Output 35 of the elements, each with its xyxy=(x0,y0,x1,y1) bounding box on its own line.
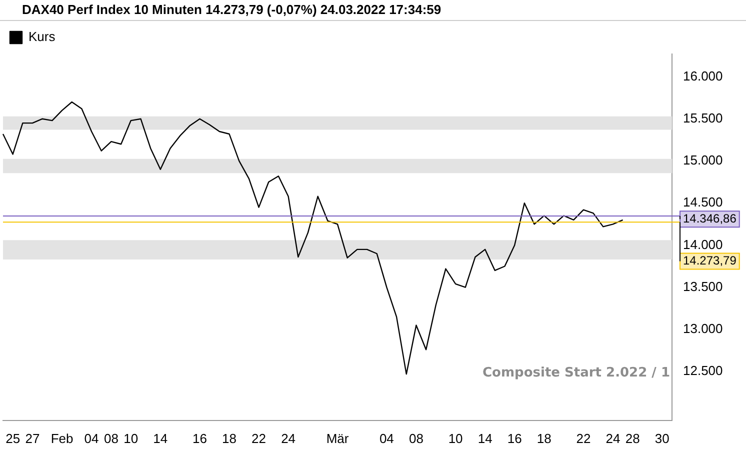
x-tick-label: 14 xyxy=(478,430,492,446)
x-tick-label: 14 xyxy=(153,430,168,446)
y-tick-label: 12.500 xyxy=(683,363,723,378)
x-tick-label: 04 xyxy=(379,430,394,446)
x-tick-label: 22 xyxy=(576,430,591,446)
y-tick-label: 13.000 xyxy=(683,321,723,336)
y-tick-label: 15.500 xyxy=(683,110,723,126)
annotation: Composite Start 2.022 / 1 xyxy=(482,365,670,380)
x-tick-label: 28 xyxy=(625,430,640,446)
x-tick-label: 22 xyxy=(252,430,266,446)
x-tick-label: 24 xyxy=(281,430,296,446)
x-tick-label: 27 xyxy=(25,430,40,446)
x-tick-label: 24 xyxy=(606,430,620,446)
y-tick-label: 15.000 xyxy=(683,152,723,168)
x-tick-label: 30 xyxy=(654,430,670,446)
x-tick-label: 18 xyxy=(222,430,237,446)
x-tick-label: 16 xyxy=(192,430,207,446)
x-tick-label: 08 xyxy=(408,430,424,446)
y-tick-label: 14.500 xyxy=(683,194,723,210)
x-tick-label: 25 xyxy=(6,430,20,446)
x-tick-label: 10 xyxy=(124,430,138,446)
ref-line-label: 14.346,86 xyxy=(683,211,737,226)
x-tick-label: Feb xyxy=(50,430,74,446)
y-tick-label: 13.500 xyxy=(683,278,723,294)
x-tick-label: 04 xyxy=(84,430,99,446)
x-tick-label: 08 xyxy=(104,430,118,446)
chart-title: DAX40 Perf Index 10 Minuten 14.273,79 (-0,07%) 24.03.2022 17:34:59 xyxy=(0,0,746,21)
x-tick-label: 18 xyxy=(536,430,552,446)
y-tick-label: 14.000 xyxy=(683,236,723,252)
x-tick-label: Mär xyxy=(326,430,350,446)
y-tick-label: 16.000 xyxy=(683,68,723,84)
x-tick-label: 10 xyxy=(448,430,463,446)
x-tick-label: 16 xyxy=(507,430,522,446)
ref-line-label: 14.273,79 xyxy=(683,254,737,268)
legend-label: Kurs xyxy=(28,29,56,44)
